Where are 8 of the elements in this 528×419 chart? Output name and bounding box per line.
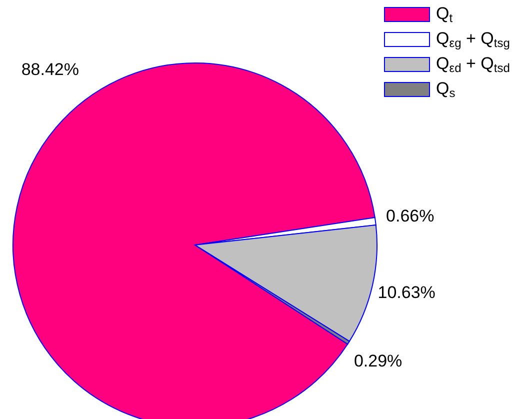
legend-label: Q$_{s}$ (436, 79, 456, 100)
data-label: 10.63% (378, 283, 436, 302)
data-label: 0.66% (386, 206, 434, 226)
legend-label: Q$_{εg}$ + Q$_{tsg}$ (436, 29, 510, 50)
data-label: 88.42% (21, 60, 79, 80)
legend-label: Q$_{εd}$ + Q$_{tsd}$ (436, 54, 510, 75)
legend-label: Q$_{t}$ (436, 4, 453, 25)
data-label: 0.29% (354, 352, 402, 371)
